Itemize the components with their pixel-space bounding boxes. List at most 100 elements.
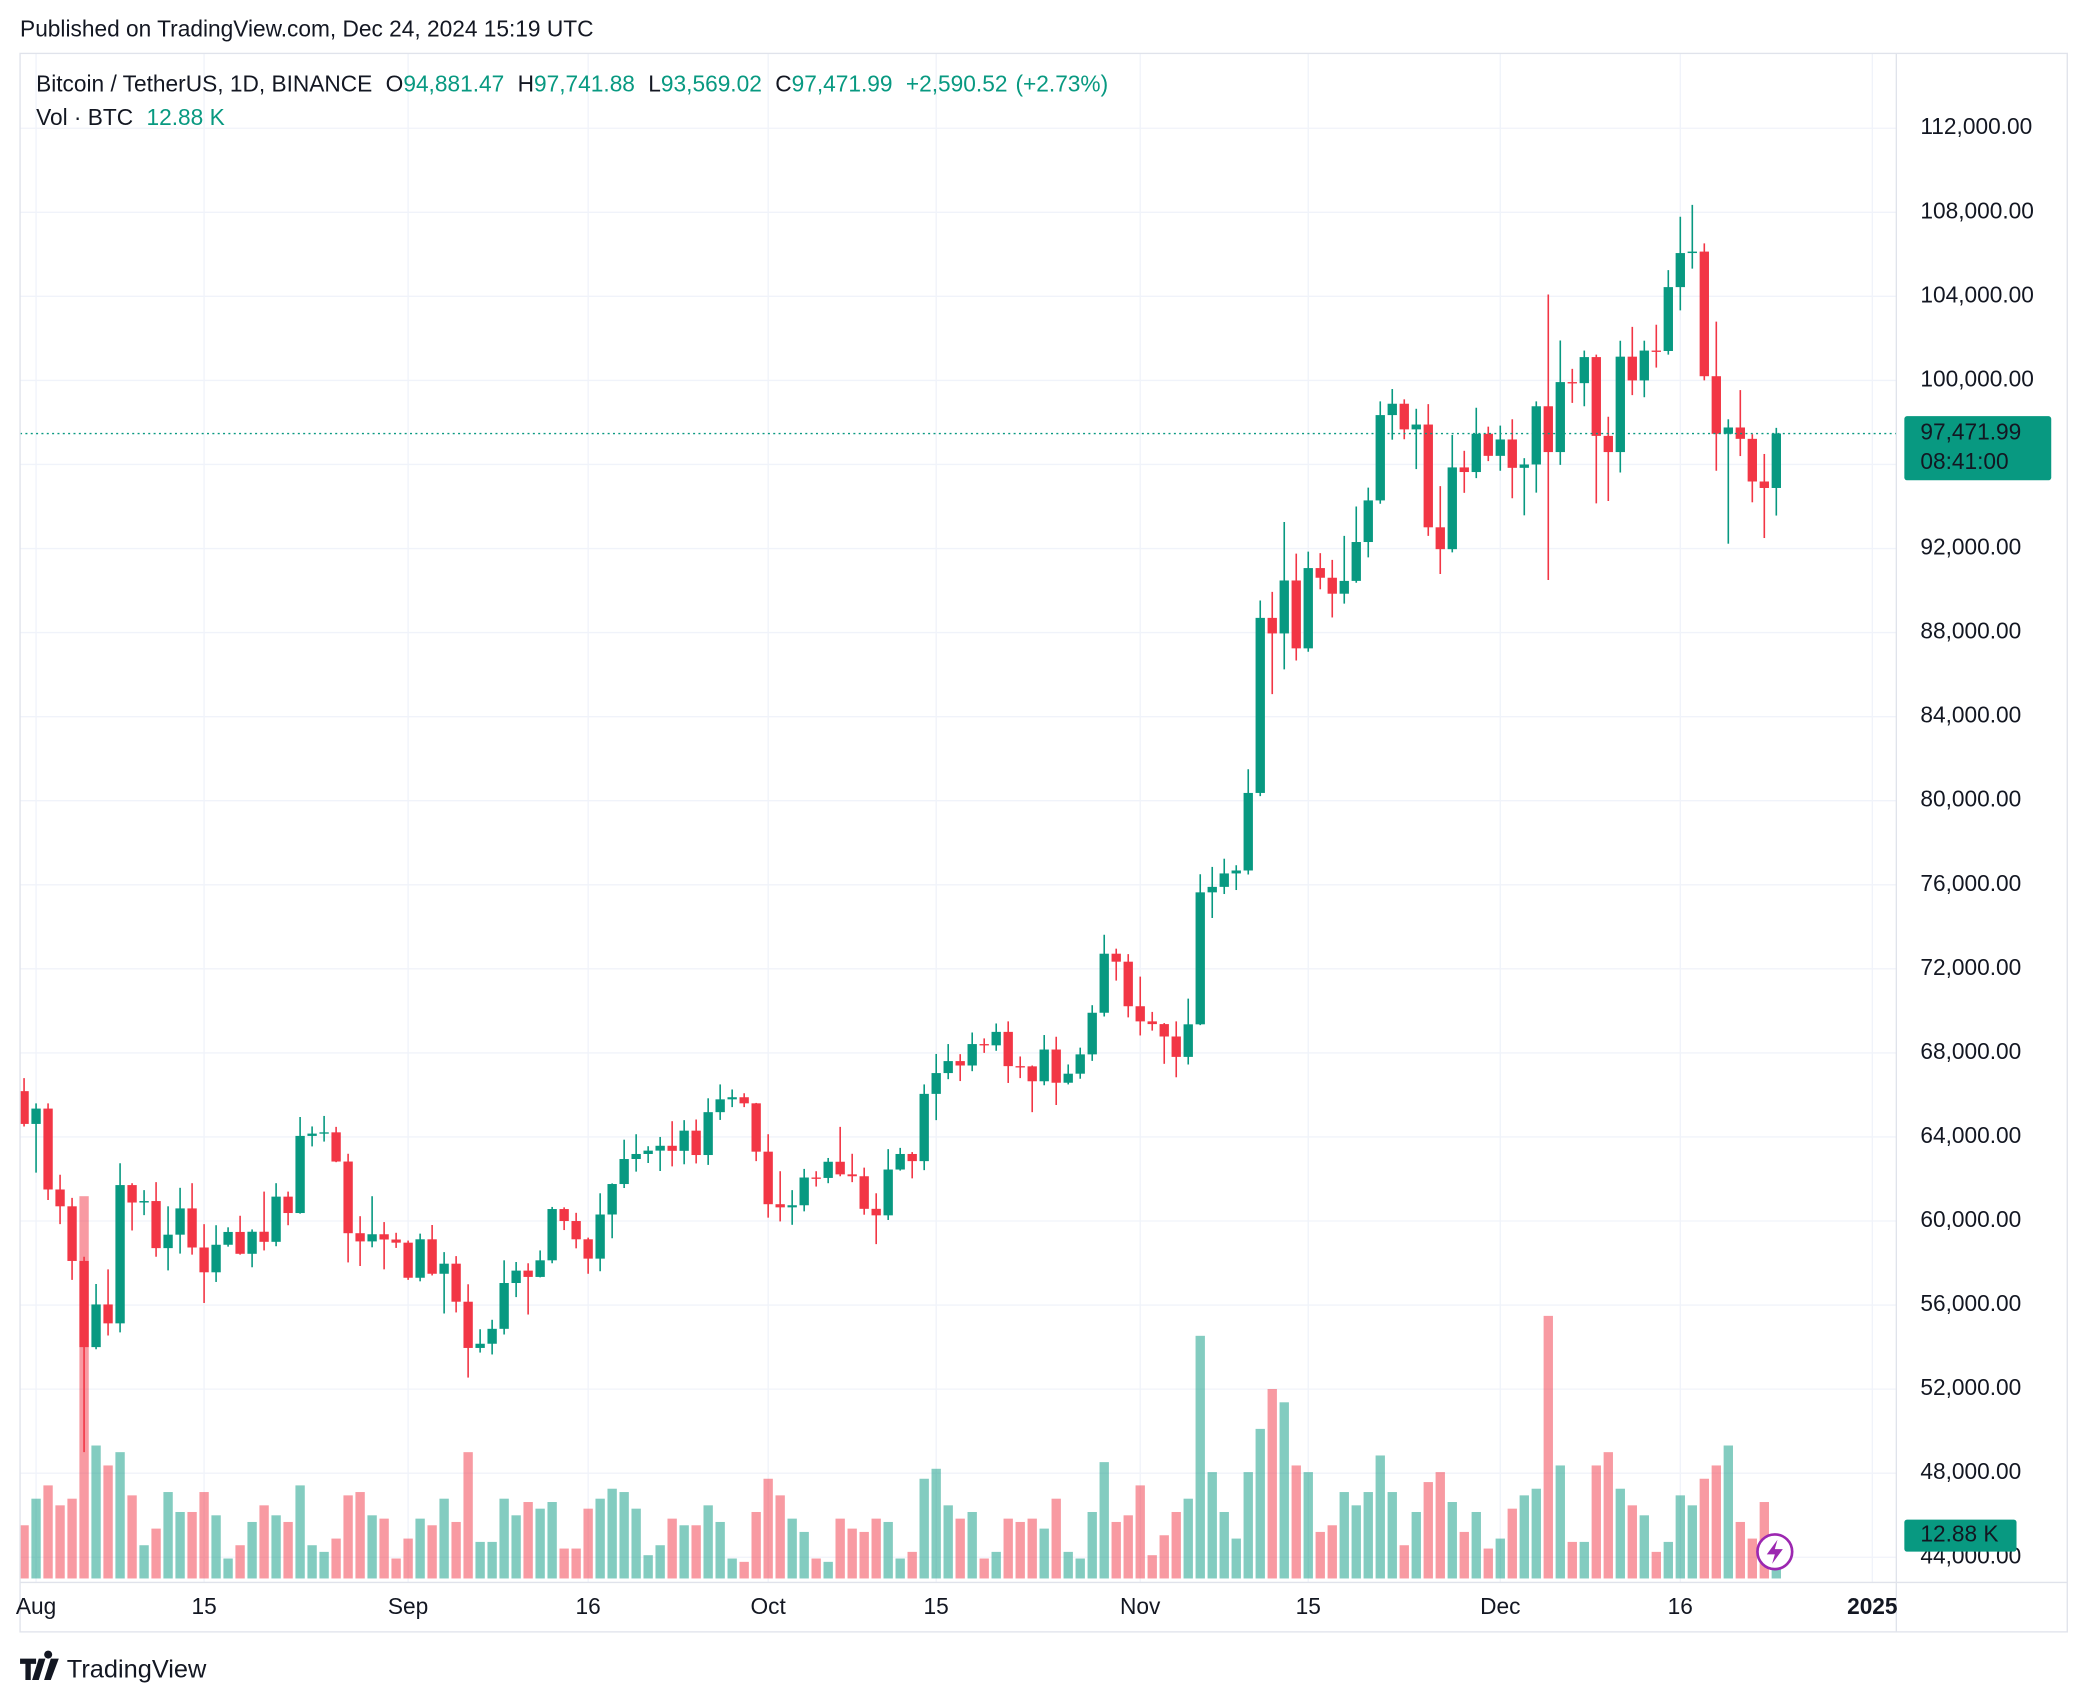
y-tick-label: 112,000.00 (1920, 113, 2032, 139)
candle-body (43, 1108, 53, 1190)
candle-body (1171, 1036, 1181, 1057)
candle-body (1495, 439, 1505, 456)
candle-body (1387, 403, 1397, 416)
candle-body (967, 1044, 977, 1066)
volume-bar (1735, 1521, 1745, 1579)
ohlc-legend: Bitcoin / TetherUS, 1D, BINANCE O94,881.4… (36, 70, 1108, 96)
candle-body (715, 1099, 725, 1113)
volume-bar (1063, 1551, 1073, 1579)
candle-body (787, 1205, 797, 1208)
candle-body (1675, 253, 1685, 288)
volume-bar (1099, 1462, 1109, 1579)
volume-bar (1483, 1548, 1493, 1579)
volume-bar (20, 1525, 29, 1579)
volume-bar (235, 1545, 245, 1579)
candle-body (91, 1304, 101, 1348)
y-tick-label: 108,000.00 (1920, 197, 2034, 223)
volume-bar (1255, 1428, 1265, 1579)
volume-bar (1471, 1511, 1481, 1579)
volume-bar (571, 1548, 581, 1579)
x-tick-label: Sep (388, 1593, 428, 1619)
volume-bar (1399, 1545, 1409, 1579)
volume-bar (907, 1551, 917, 1579)
candle-body (451, 1263, 461, 1302)
volume-bar (1387, 1492, 1397, 1579)
volume-bar (1495, 1538, 1505, 1579)
volume-bar (1231, 1538, 1241, 1579)
volume-bar (283, 1521, 293, 1579)
candle-body (535, 1260, 545, 1277)
candle-body (631, 1153, 641, 1160)
volume-bar (1171, 1511, 1181, 1579)
volume-bar (1447, 1502, 1457, 1579)
candle-body (79, 1260, 89, 1348)
volume-bar (823, 1561, 833, 1579)
y-tick-label: 76,000.00 (1920, 870, 2021, 896)
candle-body (367, 1234, 377, 1242)
volume-bar (1591, 1465, 1601, 1579)
legend-value: 94,881.47 (403, 70, 504, 96)
candle-body (151, 1201, 161, 1249)
volume-bar (307, 1545, 317, 1579)
last-price-label: 97,471.99 (1920, 419, 2021, 445)
candle-body (1219, 873, 1229, 887)
volume-bar (979, 1558, 989, 1579)
x-tick-label: 15 (191, 1593, 216, 1619)
volume-bar (91, 1445, 101, 1579)
volume-bar (775, 1495, 785, 1579)
volume-bar (1327, 1525, 1337, 1579)
candle-body (799, 1177, 809, 1206)
volume-tag-label: 12.88 K (1920, 1521, 1998, 1547)
volume-bar (871, 1518, 881, 1579)
volume-bar (1195, 1335, 1205, 1579)
candle-body (163, 1234, 173, 1249)
volume-bar (43, 1485, 53, 1579)
volume-bar (1531, 1488, 1541, 1579)
candle-body (199, 1247, 209, 1273)
candle-body (1771, 433, 1781, 488)
volume-bar (247, 1521, 257, 1579)
candle-body (1651, 350, 1661, 352)
candle-body (559, 1209, 569, 1222)
candle-body (1099, 953, 1109, 1013)
x-tick-label: Dec (1480, 1593, 1520, 1619)
candle-body (1567, 382, 1577, 384)
volume-bar (355, 1492, 365, 1579)
volume-bar (187, 1511, 197, 1579)
volume-bar (715, 1521, 725, 1579)
volume-bar (55, 1505, 65, 1579)
y-tick-label: 60,000.00 (1920, 1206, 2021, 1232)
candle-body (1759, 481, 1769, 488)
tradingview-logo (20, 1650, 59, 1680)
volume-bar (883, 1521, 893, 1579)
volume-bar (331, 1538, 341, 1579)
volume-bar (1123, 1515, 1133, 1579)
candle-body (883, 1169, 893, 1216)
x-tick-label: Nov (1120, 1593, 1161, 1619)
volume-bar (1027, 1518, 1037, 1579)
y-tick-label: 104,000.00 (1920, 281, 2034, 307)
footer-brand: TradingView (67, 1655, 207, 1683)
legend-key: C (775, 70, 791, 96)
candle-body (811, 1177, 821, 1179)
candle-body (1411, 424, 1421, 430)
volume-bar (703, 1505, 713, 1579)
y-tick-label: 88,000.00 (1920, 618, 2021, 644)
volume-bar (739, 1561, 749, 1579)
candle-body (55, 1189, 65, 1207)
candle-body (1015, 1066, 1025, 1068)
volume-bar (1243, 1472, 1253, 1579)
candle-body (859, 1176, 869, 1209)
volume-bar (1423, 1482, 1433, 1579)
volume-bar (631, 1508, 641, 1579)
candle-body (343, 1161, 353, 1234)
candle-body (187, 1208, 197, 1248)
volume-bar (1663, 1541, 1673, 1579)
legend-key: L (648, 70, 661, 96)
volume-bar (679, 1525, 689, 1579)
candle-body (259, 1231, 269, 1242)
volume-bar (1003, 1518, 1013, 1579)
volume-bar (1183, 1498, 1193, 1579)
volume-bar (1687, 1505, 1697, 1579)
volume-bar (415, 1518, 425, 1579)
